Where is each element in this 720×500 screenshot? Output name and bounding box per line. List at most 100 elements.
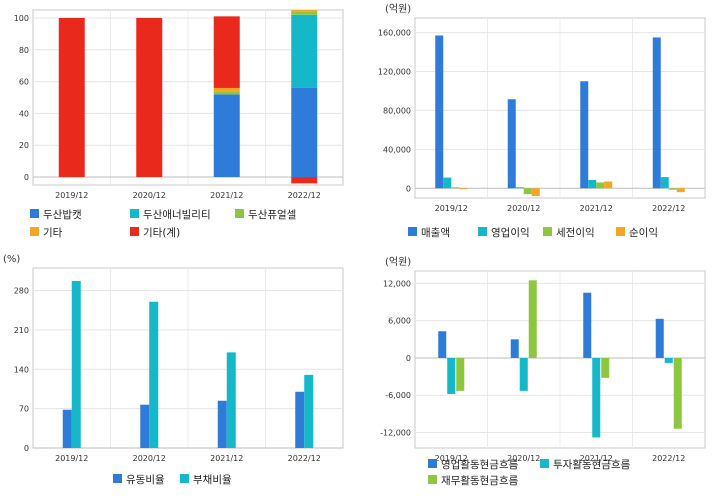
bar <box>291 87 318 178</box>
bar <box>71 280 81 448</box>
x-tick-label: 2021/12 <box>580 454 613 463</box>
legend-swatch <box>543 227 552 236</box>
bar <box>459 188 468 190</box>
bar <box>447 357 456 394</box>
legend-label: 두산퓨얼셀 <box>248 209 296 221</box>
x-tick-label: 2021/12 <box>210 454 243 463</box>
legend-swatch <box>113 474 122 483</box>
bar <box>510 339 519 358</box>
y-tick-label: 0 <box>406 354 411 363</box>
legend-label: 두산애너빌리티 <box>143 209 211 221</box>
chart-income: (억원) 0 40,000 80,000 120,000 160,000 2019/12 20… <box>378 3 706 239</box>
x-tick-label: 2019/12 <box>55 191 88 200</box>
x-tick-label: 2021/12 <box>580 204 613 213</box>
legend-label: 두산밥캣 <box>43 209 82 221</box>
bar <box>676 188 685 193</box>
y-tick-label: 0 <box>24 444 29 453</box>
x-tick-label: 2020/12 <box>133 191 166 200</box>
bar <box>456 357 465 391</box>
bar <box>304 374 314 448</box>
x-tick-label: 2022/12 <box>652 204 685 213</box>
bar <box>523 188 532 195</box>
legend-label: 투자활동현금흐름 <box>553 458 631 471</box>
legend-swatch <box>130 227 139 236</box>
y-tick-label: 120,000 <box>378 68 411 77</box>
chart-cashflow: (억원) -12,000 -6,000 0 6,000 12,000 2019/12 2020… <box>380 256 706 487</box>
bar <box>295 391 305 448</box>
x-tick-label: 2019/12 <box>435 204 468 213</box>
bar <box>136 17 163 178</box>
legend-swatch <box>428 475 437 484</box>
x-tick-label: 2022/12 <box>288 191 321 200</box>
x-tick-label: 2022/12 <box>652 454 685 463</box>
chart-ratio: (%) 0 70 140 210 280 2019/12 2020/12 2021/12 2022… <box>3 254 344 486</box>
chart-panel-cashflow: (억원) -12,000 -6,000 0 6,000 12,000 2019/12 2020… <box>360 248 720 496</box>
y-tick-label: 40,000 <box>383 145 411 154</box>
bar <box>217 400 227 448</box>
legend-label: 부채비율 <box>193 474 232 486</box>
chart-panel-composition: 0 20 40 60 80 100 2019/12 2020/12 2021/12 2022/12… <box>0 0 360 248</box>
bar <box>140 404 150 448</box>
y-tick-label: 12,000 <box>383 279 411 288</box>
bar <box>604 181 613 189</box>
bar <box>652 37 661 189</box>
bar <box>668 188 677 190</box>
bar <box>149 301 159 448</box>
y-tick-label: 80 <box>19 46 29 55</box>
legend-swatch <box>616 227 625 236</box>
bar <box>291 11 318 15</box>
bar <box>583 292 592 358</box>
y-tick-label: 20 <box>19 141 29 150</box>
y-tick-label: 210 <box>14 326 29 335</box>
bar <box>226 352 236 448</box>
bar <box>435 35 444 189</box>
legend-label: 기타 <box>43 227 63 239</box>
y-tick-label: 60 <box>19 78 29 87</box>
bar <box>528 280 537 358</box>
bar <box>580 81 589 189</box>
bar <box>592 357 601 438</box>
legend-swatch <box>428 459 437 468</box>
bar <box>213 91 240 95</box>
y-tick-label: -12,000 <box>380 428 411 437</box>
x-tick-label: 2022/12 <box>288 454 321 463</box>
y-tick-label: 70 <box>19 405 29 414</box>
axis-unit: (억원) <box>385 3 411 15</box>
x-tick-label: 2019/12 <box>55 454 88 463</box>
bar <box>588 180 597 189</box>
legend-label: 유동비율 <box>126 474 165 486</box>
y-tick-label: 280 <box>14 287 29 296</box>
chart-panel-income: (억원) 0 40,000 80,000 120,000 160,000 2019/12 20… <box>360 0 720 248</box>
bar <box>443 177 452 189</box>
legend-swatch <box>478 227 487 236</box>
legend-label: 순이익 <box>629 227 658 239</box>
bar <box>519 357 528 391</box>
bar <box>213 87 240 92</box>
bar <box>664 357 673 363</box>
legend-label: 세전이익 <box>556 227 595 239</box>
x-tick-label: 2020/12 <box>507 204 540 213</box>
bar <box>515 187 524 189</box>
legend-label: 매출액 <box>421 227 450 239</box>
chart-panel-ratio: (%) 0 70 140 210 280 2019/12 2020/12 2021/12 2022… <box>0 248 360 496</box>
bar <box>213 94 240 178</box>
chart-composition: 0 20 40 60 80 100 2019/12 2020/12 2021/12 2022/12… <box>14 9 344 239</box>
bar <box>601 357 610 378</box>
bar <box>531 188 540 197</box>
bar <box>291 177 318 184</box>
y-tick-label: 0 <box>406 184 411 193</box>
y-tick-label: 0 <box>24 173 29 182</box>
legend-swatch <box>30 227 39 236</box>
y-tick-label: 6,000 <box>388 317 411 326</box>
bar <box>673 357 682 429</box>
x-tick-label: 2020/12 <box>507 454 540 463</box>
y-tick-label: -6,000 <box>385 391 411 400</box>
y-tick-label: 40 <box>19 109 29 118</box>
legend-label: 영업이익 <box>491 226 530 239</box>
bar <box>291 10 318 12</box>
bar <box>62 409 72 448</box>
bar <box>451 187 460 189</box>
legend-label: 영업활동현금흐름 <box>441 458 519 471</box>
bar <box>213 16 240 88</box>
legend-swatch <box>30 209 39 218</box>
